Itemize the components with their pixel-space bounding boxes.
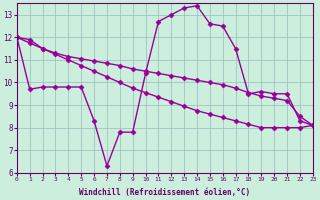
X-axis label: Windchill (Refroidissement éolien,°C): Windchill (Refroidissement éolien,°C) <box>79 188 250 197</box>
